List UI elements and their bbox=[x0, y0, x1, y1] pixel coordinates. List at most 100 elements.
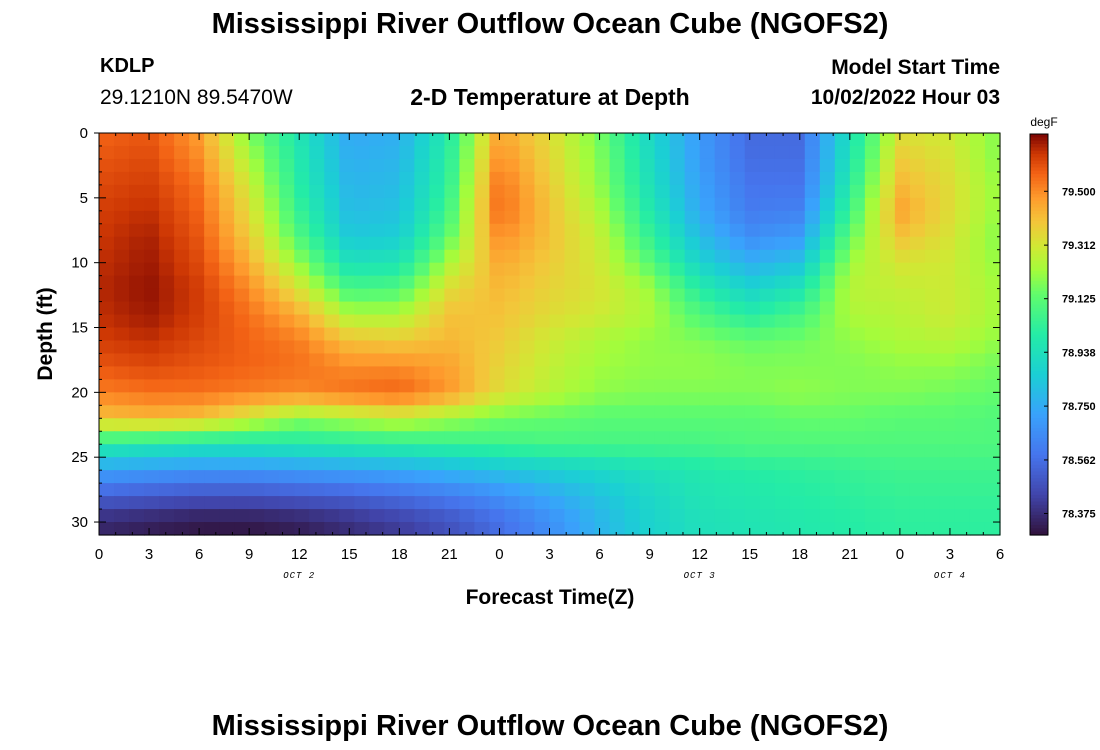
colorbar-swatch bbox=[1030, 180, 1048, 185]
heatmap-cell bbox=[789, 249, 806, 264]
heatmap-cell bbox=[324, 133, 340, 147]
heatmap-cell bbox=[294, 249, 310, 264]
heatmap-cell bbox=[294, 444, 310, 458]
heatmap-cell bbox=[534, 275, 551, 290]
heatmap-cell bbox=[804, 301, 821, 316]
heatmap-cell bbox=[849, 470, 866, 484]
colorbar-swatch bbox=[1030, 224, 1048, 229]
heatmap-cell bbox=[669, 288, 686, 303]
heatmap-cell bbox=[909, 184, 926, 199]
heatmap-cell bbox=[99, 171, 115, 186]
heatmap-cell bbox=[894, 353, 911, 368]
heatmap-cell bbox=[294, 483, 310, 497]
heatmap-cell bbox=[174, 496, 190, 510]
heatmap-cell bbox=[609, 366, 626, 380]
heatmap-cell bbox=[444, 327, 460, 342]
heatmap-cell bbox=[819, 171, 836, 186]
heatmap-cell bbox=[324, 483, 340, 497]
heatmap-cell bbox=[174, 444, 190, 458]
heatmap-cell bbox=[519, 171, 536, 186]
colorbar-swatch bbox=[1030, 240, 1048, 245]
heatmap-cell bbox=[639, 418, 656, 432]
colorbar-swatch bbox=[1030, 274, 1048, 279]
heatmap-cell bbox=[489, 301, 506, 316]
heatmap-cell bbox=[174, 314, 190, 329]
heatmap-cell bbox=[114, 483, 130, 497]
heatmap-cell bbox=[519, 418, 536, 432]
heatmap-cell bbox=[864, 392, 881, 406]
heatmap-cell bbox=[699, 158, 716, 173]
heatmap-cell bbox=[354, 379, 370, 393]
heatmap-cell bbox=[114, 522, 130, 536]
heatmap-cell bbox=[504, 288, 521, 303]
model-start-label: Model Start Time bbox=[831, 56, 1000, 79]
heatmap-cell bbox=[729, 158, 746, 173]
heatmap-cell bbox=[969, 327, 986, 342]
colorbar-swatch bbox=[1030, 177, 1048, 182]
heatmap-cell bbox=[204, 509, 220, 523]
colorbar-swatch bbox=[1030, 384, 1048, 389]
heatmap-cell bbox=[279, 444, 295, 458]
heatmap-cell bbox=[714, 340, 731, 355]
heatmap-cell bbox=[234, 133, 250, 147]
heatmap-cell bbox=[924, 288, 941, 303]
heatmap-cell bbox=[144, 353, 160, 368]
heatmap-cell bbox=[429, 210, 445, 225]
heatmap-cell bbox=[684, 133, 701, 147]
heatmap-cell bbox=[879, 496, 896, 510]
heatmap-cell bbox=[684, 236, 701, 251]
heatmap-cell bbox=[834, 379, 851, 393]
heatmap-cell bbox=[384, 197, 400, 212]
heatmap-cell bbox=[624, 366, 641, 380]
heatmap-cell bbox=[594, 236, 611, 251]
heatmap-cell bbox=[474, 133, 491, 147]
heatmap-cell bbox=[114, 145, 130, 160]
colorbar: 79.50079.31279.12578.93878.75078.56278.3… bbox=[1029, 133, 1096, 536]
heatmap-cell bbox=[654, 236, 671, 251]
heatmap-cells bbox=[99, 133, 1001, 536]
heatmap-cell bbox=[519, 249, 536, 264]
heatmap-cell bbox=[954, 496, 971, 510]
heatmap-cell bbox=[834, 366, 851, 380]
colorbar-swatch bbox=[1030, 257, 1048, 262]
heatmap-cell bbox=[759, 133, 776, 147]
heatmap-cell bbox=[219, 392, 235, 406]
heatmap-cell bbox=[849, 223, 866, 238]
heatmap-cell bbox=[189, 288, 205, 303]
colorbar-swatch bbox=[1030, 134, 1048, 138]
heatmap-cell bbox=[924, 171, 941, 186]
heatmap-cell bbox=[894, 509, 911, 523]
heatmap-cell bbox=[669, 431, 686, 445]
heatmap-cell bbox=[864, 210, 881, 225]
heatmap-cell bbox=[99, 366, 115, 380]
heatmap-cell bbox=[414, 483, 430, 497]
heatmap-cell bbox=[264, 197, 280, 212]
heatmap-cell bbox=[879, 522, 896, 536]
heatmap-cell bbox=[714, 392, 731, 406]
heatmap-cell bbox=[459, 353, 476, 368]
heatmap-cell bbox=[159, 301, 175, 316]
heatmap-cell bbox=[114, 171, 130, 186]
heatmap-cell bbox=[519, 236, 536, 251]
heatmap-cell bbox=[369, 145, 385, 160]
heatmap-cell bbox=[639, 249, 656, 264]
heatmap-cell bbox=[894, 262, 911, 277]
heatmap-cell bbox=[159, 275, 175, 290]
heatmap-cell bbox=[819, 197, 836, 212]
heatmap-cell bbox=[564, 262, 581, 277]
heatmap-cell bbox=[174, 379, 190, 393]
heatmap-cell bbox=[249, 210, 265, 225]
heatmap-cell bbox=[534, 457, 551, 471]
heatmap-cell bbox=[99, 431, 115, 445]
heatmap-cell bbox=[429, 509, 445, 523]
heatmap-cell bbox=[249, 158, 265, 173]
heatmap-cell bbox=[579, 470, 596, 484]
heatmap-cell bbox=[909, 327, 926, 342]
heatmap-cell bbox=[744, 418, 761, 432]
heatmap-cell bbox=[609, 418, 626, 432]
heatmap-cell bbox=[579, 275, 596, 290]
heatmap-cell bbox=[819, 522, 836, 536]
colorbar-swatch bbox=[1030, 301, 1048, 306]
heatmap-cell bbox=[189, 457, 205, 471]
heatmap-cell bbox=[909, 223, 926, 238]
